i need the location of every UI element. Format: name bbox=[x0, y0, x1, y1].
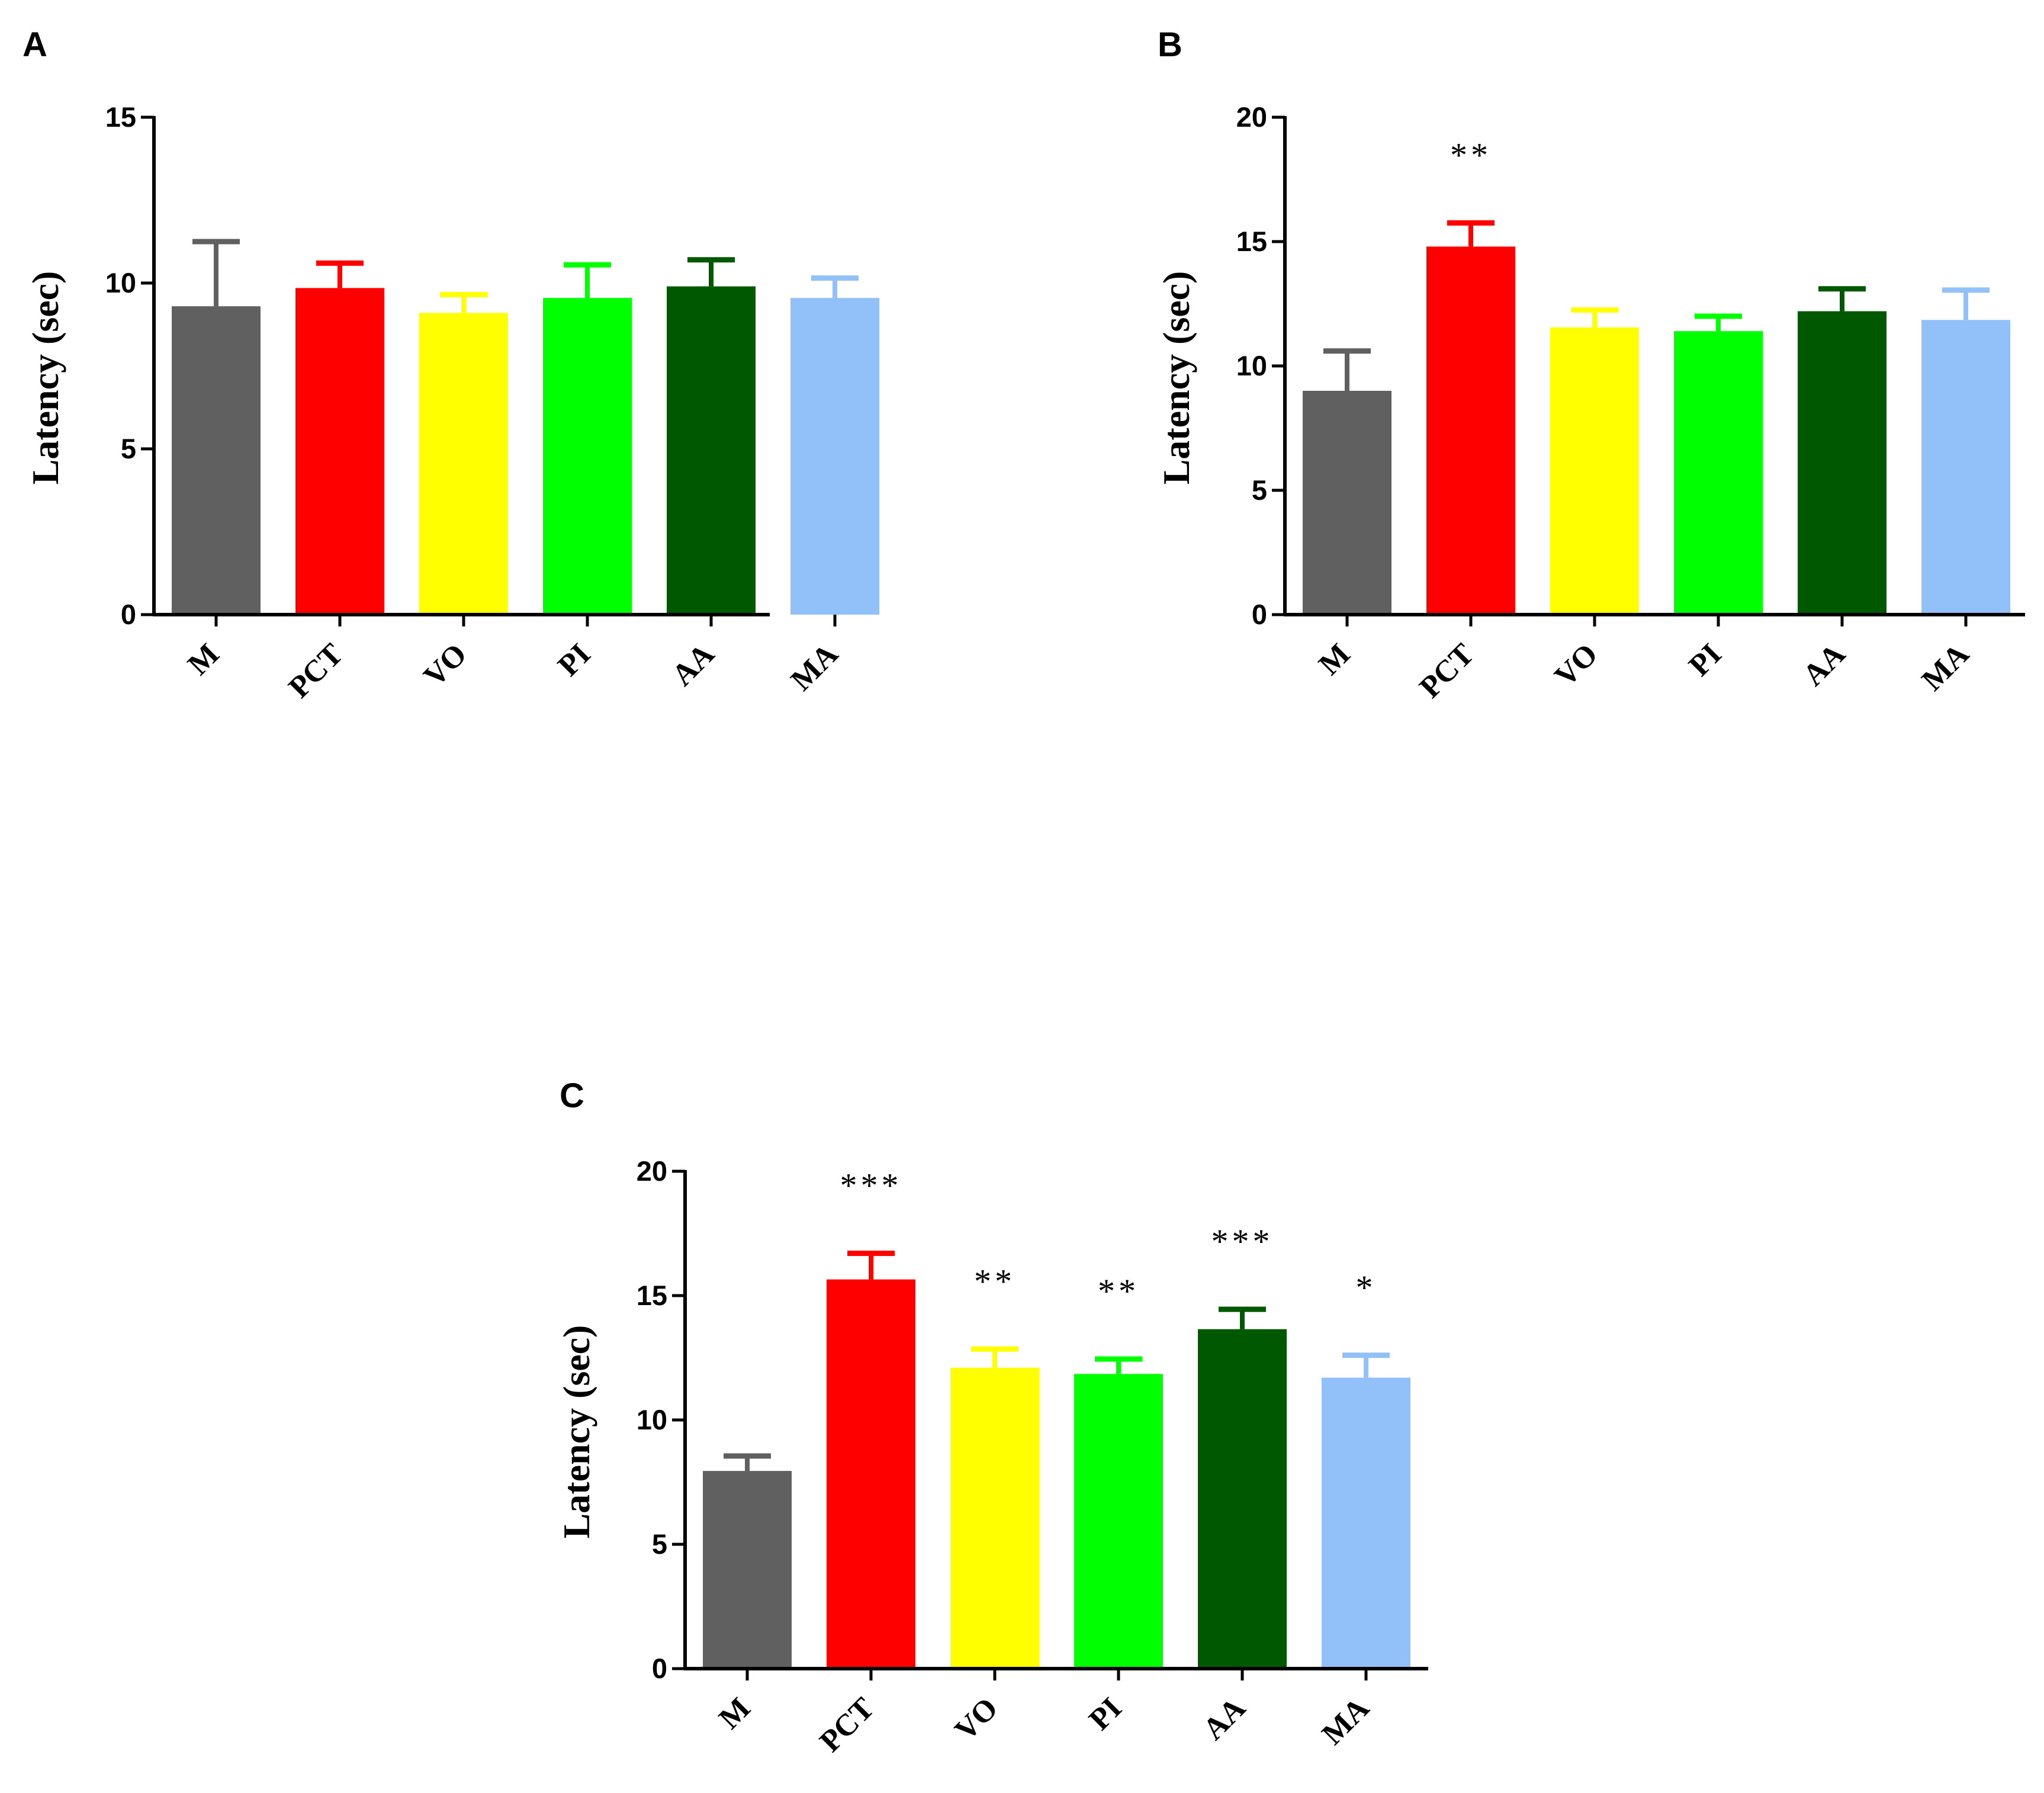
y-tick-label: 0 bbox=[121, 599, 136, 630]
significance-marker: ** bbox=[1098, 1272, 1139, 1310]
bar-vo bbox=[1550, 327, 1639, 615]
category-label-ma: MA bbox=[1316, 1691, 1376, 1752]
category-label-ma: MA bbox=[1916, 637, 1976, 698]
y-tick-label: 15 bbox=[105, 101, 136, 133]
significance-marker: ** bbox=[974, 1262, 1015, 1300]
y-tick-label: 10 bbox=[1236, 350, 1267, 381]
category-label-aa: AA bbox=[1796, 637, 1852, 693]
category-label-m: M bbox=[712, 1691, 757, 1736]
bar-aa bbox=[1798, 311, 1886, 615]
category-label-pct: PCT bbox=[1413, 637, 1481, 705]
bar-m bbox=[172, 306, 261, 615]
y-axis-title: Latency (sec) bbox=[24, 271, 66, 485]
panel-letter: A bbox=[23, 25, 47, 64]
panel-letter: C bbox=[560, 1077, 584, 1115]
bar-vo bbox=[419, 313, 508, 615]
category-label-aa: AA bbox=[666, 637, 721, 693]
bar-pi bbox=[1074, 1374, 1163, 1669]
bar-ma bbox=[1322, 1377, 1410, 1669]
y-tick-label: 5 bbox=[1252, 474, 1267, 506]
chart-panel-a: A M PCT VO PI AA MA 0 5 10 15 Latency (sec) bbox=[23, 25, 879, 705]
bar-pct bbox=[295, 288, 384, 615]
bar-aa bbox=[667, 286, 756, 615]
category-label-pct: PCT bbox=[282, 637, 350, 705]
significance-marker: ** bbox=[1450, 136, 1492, 175]
y-tick-label: 20 bbox=[637, 1155, 667, 1187]
y-tick-label: 0 bbox=[652, 1653, 667, 1684]
bar-pi bbox=[543, 298, 632, 615]
y-tick-label: 15 bbox=[1236, 226, 1267, 257]
category-label-vo: VO bbox=[949, 1691, 1005, 1747]
category-label-aa: AA bbox=[1197, 1691, 1252, 1747]
category-label-vo: VO bbox=[417, 637, 474, 693]
y-tick-label: 10 bbox=[637, 1404, 667, 1435]
y-tick-label: 15 bbox=[637, 1280, 667, 1311]
y-tick-label: 20 bbox=[1236, 101, 1267, 133]
significance-marker: *** bbox=[1211, 1222, 1274, 1261]
chart-panel-b: B M ** PCT VO PI AA MA 0 5 10 15 20 Latency (sec) bbox=[1155, 25, 2025, 705]
category-label-ma: MA bbox=[785, 637, 845, 698]
y-tick-label: 0 bbox=[1252, 599, 1267, 630]
y-axis-title: Latency (sec) bbox=[1155, 271, 1197, 485]
significance-marker: *** bbox=[840, 1167, 902, 1205]
bar-m bbox=[703, 1471, 792, 1669]
significance-marker: * bbox=[1356, 1268, 1377, 1307]
bar-pct bbox=[827, 1279, 915, 1669]
category-label-pi: PI bbox=[1682, 637, 1728, 683]
panel-letter: B bbox=[1158, 25, 1182, 64]
category-label-pi: PI bbox=[551, 637, 597, 683]
category-label-m: M bbox=[181, 637, 226, 682]
bar-pi bbox=[1674, 331, 1763, 615]
bar-ma bbox=[790, 298, 879, 615]
y-axis-title: Latency (sec) bbox=[555, 1325, 597, 1539]
bar-ma bbox=[1921, 320, 2010, 615]
y-tick-label: 5 bbox=[652, 1528, 667, 1560]
chart-panel-c: C M *** PCT ** VO ** PI *** AA * MA 0 5 10 15 20 Latency … bbox=[555, 1077, 1428, 1759]
category-label-vo: VO bbox=[1548, 637, 1605, 693]
category-label-pi: PI bbox=[1082, 1691, 1128, 1737]
bar-vo bbox=[950, 1367, 1039, 1669]
category-label-m: M bbox=[1312, 637, 1357, 682]
category-label-pct: PCT bbox=[814, 1691, 881, 1759]
bar-m bbox=[1303, 391, 1391, 615]
bar-pct bbox=[1426, 246, 1515, 615]
y-tick-label: 10 bbox=[105, 267, 136, 298]
bar-aa bbox=[1198, 1329, 1287, 1669]
y-tick-label: 5 bbox=[121, 433, 136, 464]
